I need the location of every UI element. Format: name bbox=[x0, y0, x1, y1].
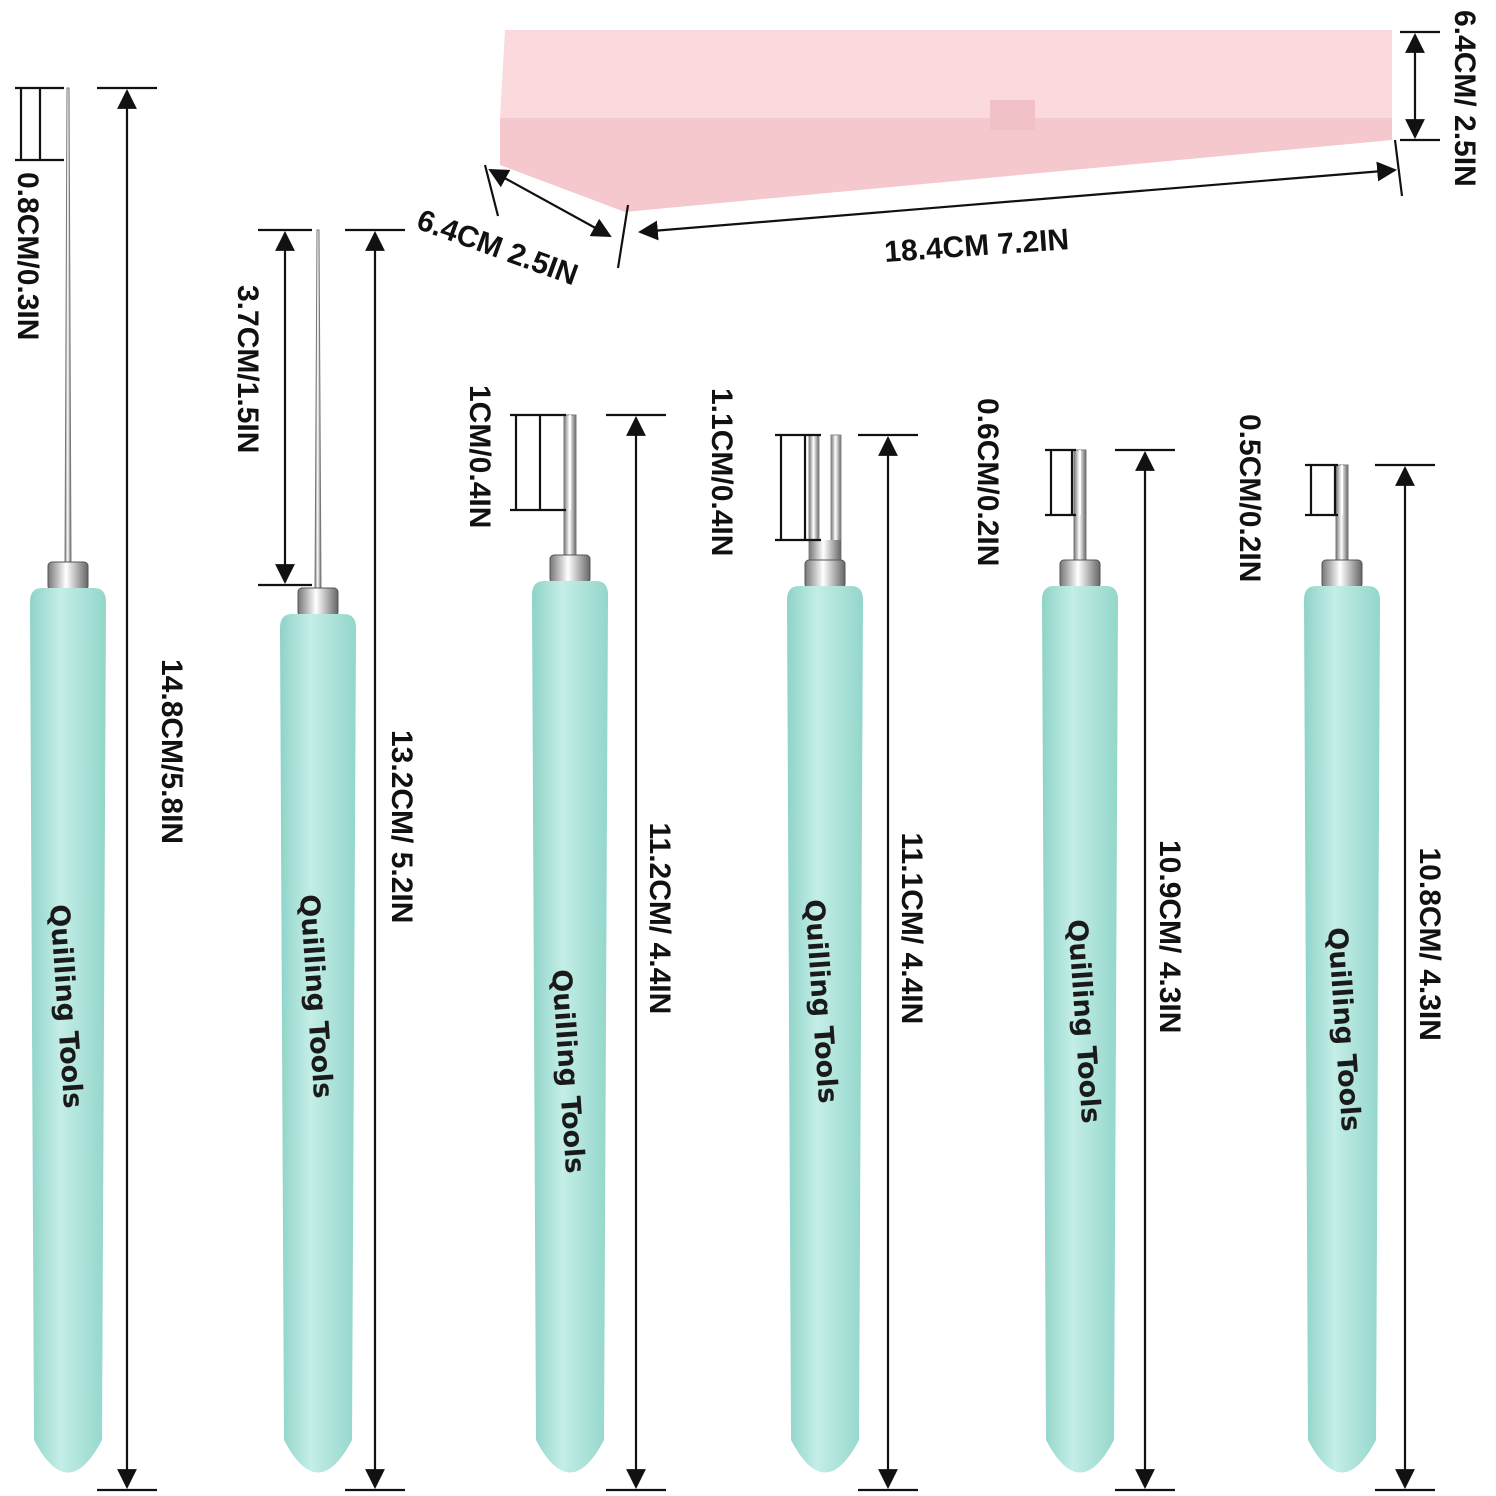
box-width-label: 6.4CM 2.5IN bbox=[413, 204, 583, 293]
tip-dimension-bracket bbox=[15, 86, 64, 162]
box-length-dimension-line bbox=[638, 161, 1397, 241]
box-width-dimension-line bbox=[488, 169, 612, 237]
tool-tip-label: 0.5CM/0.2IN bbox=[1233, 414, 1266, 582]
tool-handle bbox=[1304, 586, 1380, 1473]
tool-ferrule bbox=[549, 554, 591, 584]
tip-dimension-bracket bbox=[1045, 448, 1076, 517]
tool-needle bbox=[64, 87, 72, 563]
tool-handle bbox=[30, 588, 106, 1473]
tool-ferrule bbox=[47, 561, 89, 591]
box-latch bbox=[990, 100, 1035, 130]
box-top-face bbox=[500, 30, 1392, 118]
storage-box: 18.4CM 7.2IN 6.4CM 2.5IN 6.4CM/ 2.5IN bbox=[413, 10, 1481, 292]
tip-dimension-bracket bbox=[1305, 463, 1338, 517]
tool-ferrule bbox=[1321, 559, 1363, 589]
tool-tip-label: 1CM/0.4IN bbox=[463, 385, 496, 528]
tool-ferrule bbox=[297, 587, 339, 617]
tool-handle bbox=[280, 614, 356, 1473]
tool-length-label: 11.2CM/ 4.4IN bbox=[643, 823, 676, 1015]
box-height-label: 6.4CM/ 2.5IN bbox=[1448, 10, 1481, 187]
tip-dimension-bracket bbox=[775, 433, 821, 542]
tip-dimension-bracket bbox=[510, 413, 566, 512]
tool-shaft bbox=[809, 540, 841, 560]
tool-tip-label: 0.8CM/0.3IN bbox=[11, 172, 44, 340]
tool-length-label: 11.1CM/ 4.4IN bbox=[895, 833, 928, 1025]
tool-length-label: 10.8CM/ 4.3IN bbox=[1413, 848, 1446, 1041]
tool-needle bbox=[314, 229, 322, 589]
tool-length-label: 10.9CM/ 4.3IN bbox=[1153, 840, 1186, 1033]
tool-handle bbox=[1042, 586, 1118, 1473]
tool-tip-label: 0.6CM/0.2IN bbox=[971, 398, 1004, 566]
tool-ferrule bbox=[804, 559, 846, 589]
tool-length-label: 13.2CM/ 5.2IN bbox=[385, 730, 418, 923]
tool-handle bbox=[787, 586, 863, 1473]
tool-ferrule bbox=[1059, 559, 1101, 589]
tool-tip-label: 1.1CM/0.4IN bbox=[705, 388, 738, 556]
tool-length-label: 14.8CM/5.8IN bbox=[155, 659, 188, 844]
tool-tip-label: 3.7CM/1.5IN bbox=[231, 285, 264, 453]
box-front-face bbox=[500, 118, 1392, 212]
tool-handle bbox=[532, 581, 608, 1473]
box-length-label: 18.4CM 7.2IN bbox=[883, 223, 1070, 269]
